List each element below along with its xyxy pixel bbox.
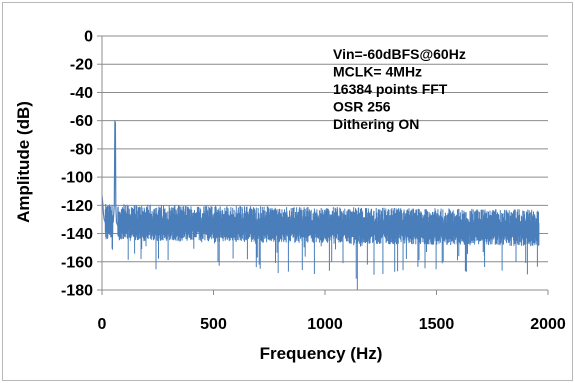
noise-floor [104, 204, 540, 290]
y-tick-label: -120 [61, 198, 93, 215]
axes [97, 35, 549, 295]
y-tick-label: -20 [70, 57, 93, 74]
annotation-line: OSR 256 [333, 99, 391, 115]
y-tick-label: -140 [61, 226, 93, 243]
x-tick-labels: 0 500 1000 1500 2000 [98, 316, 566, 333]
x-tick-label: 500 [200, 316, 227, 333]
y-tick-label: -60 [70, 113, 93, 130]
x-tick-label: 2000 [530, 316, 566, 333]
x-tick-label: 1500 [419, 316, 455, 333]
x-tick-label: 1000 [307, 316, 343, 333]
series-group [101, 120, 540, 230]
y-tick-label: -180 [61, 283, 93, 300]
y-axis-label: Amplitude (dB) [14, 101, 33, 223]
series-line [101, 120, 540, 230]
y-tick-label: -80 [70, 141, 93, 158]
annotation-line: Dithering ON [333, 116, 419, 132]
annotation-line: 16384 points FFT [333, 81, 448, 97]
x-axis-label: Frequency (Hz) [260, 344, 383, 363]
x-tick-label: 0 [98, 316, 107, 333]
y-tick-labels: 0 -20 -40 -60 -80 -100 -120 -140 -160 -180 [61, 29, 93, 300]
annotation-line: Vin=-60dBFS@60Hz [333, 46, 466, 62]
y-tick-label: -160 [61, 254, 93, 271]
y-tick-label: -40 [70, 85, 93, 102]
y-tick-label: -100 [61, 170, 93, 187]
y-tick-label: 0 [84, 29, 93, 46]
annotation-line: MCLK= 4MHz [333, 64, 422, 80]
